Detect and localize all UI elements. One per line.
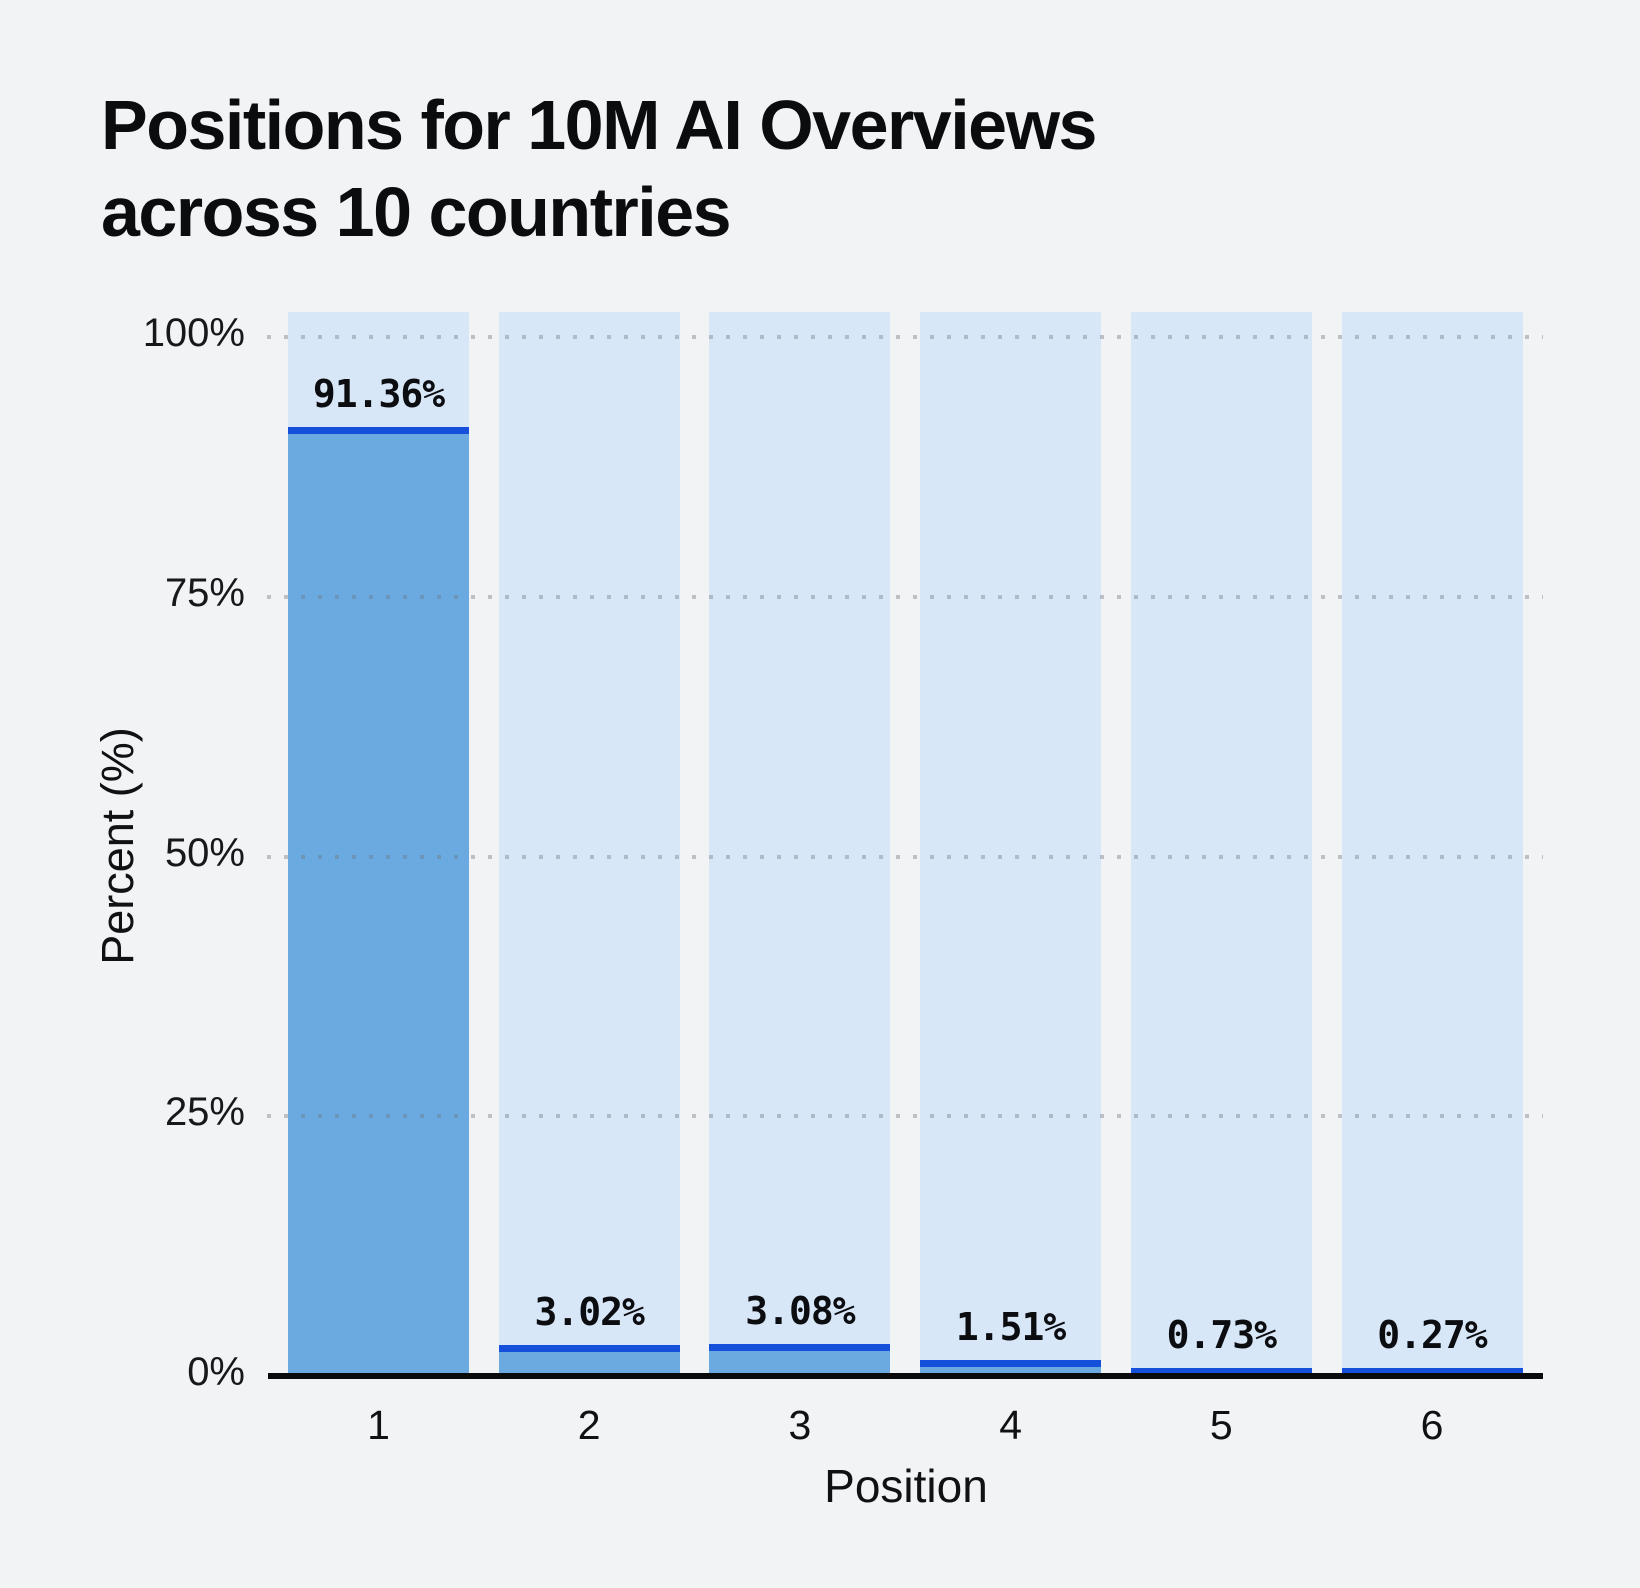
y-tick-label: 25% [164, 1090, 245, 1135]
x-tick-label: 5 [1209, 1402, 1233, 1448]
background-column [498, 312, 680, 1376]
chart-title-line1: Positions for 10M AI Overviews [101, 86, 1097, 164]
y-tick-label: 75% [164, 570, 245, 615]
x-axis-title: Position [824, 1460, 988, 1512]
x-axis-line [268, 1373, 1543, 1379]
bar [709, 1344, 891, 1376]
y-tick-label: 0% [187, 1350, 245, 1394]
bar-value-label: 0.27% [1377, 1313, 1487, 1357]
x-tick-label: 2 [577, 1402, 601, 1448]
chart-title: Positions for 10M AI Overviews across 10… [101, 82, 1097, 256]
chart-title-line2: across 10 countries [101, 173, 732, 251]
bar-value-label: 3.02% [534, 1290, 644, 1334]
gridline [267, 594, 1543, 599]
gridline [267, 854, 1543, 859]
gridline [267, 1114, 1543, 1119]
background-column [1341, 312, 1523, 1376]
x-tick-label: 6 [1420, 1402, 1444, 1448]
background-column [709, 312, 891, 1376]
x-tick-label: 4 [999, 1402, 1022, 1448]
x-tick-label: 3 [788, 1402, 812, 1448]
background-column [920, 312, 1102, 1376]
bar [498, 1345, 680, 1376]
bar-value-label: 0.73% [1166, 1313, 1277, 1357]
y-tick-label: 50% [164, 830, 245, 875]
bar [1341, 1368, 1523, 1376]
bar-value-label: 1.51% [955, 1305, 1066, 1349]
y-tick-label: 100% [142, 311, 245, 355]
bar [1130, 1368, 1312, 1376]
background-column [1130, 312, 1312, 1376]
bar [920, 1360, 1102, 1376]
x-tick-label: 1 [367, 1402, 390, 1448]
bar-value-label: 91.36% [312, 372, 445, 416]
bar-value-label: 3.08% [745, 1289, 855, 1333]
gridline [267, 335, 1543, 339]
bar [288, 427, 469, 1376]
